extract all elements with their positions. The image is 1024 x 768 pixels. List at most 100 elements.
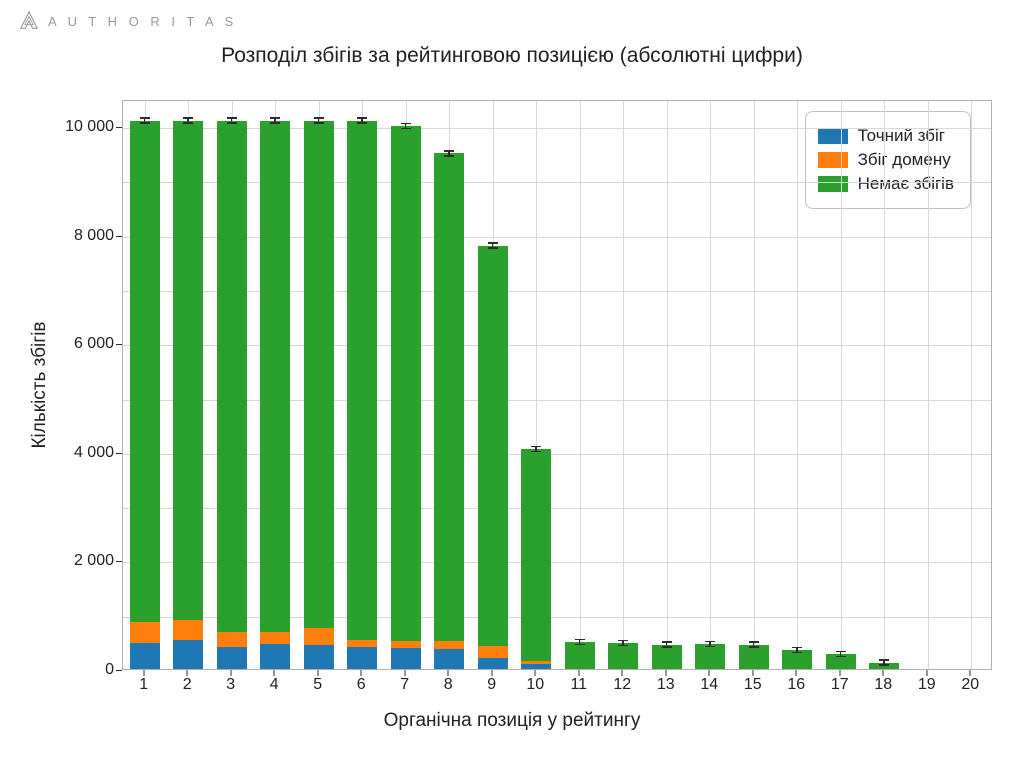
x-tick-label: 19 [918,676,936,694]
bar-segment [478,658,508,669]
bar-segment [434,153,464,640]
x-tick-label: 1 [139,676,148,694]
y-tick-label: 4 000 [34,444,114,462]
legend-swatch [818,128,848,144]
chart-title: Розподіл збігів за рейтинговою позицією … [0,44,1024,68]
bar-segment [739,645,769,669]
x-tick-label: 9 [487,676,496,694]
gridline-v [623,101,624,669]
x-tick-label: 18 [874,676,892,694]
y-tick-mark [116,561,122,562]
bar-segment [347,647,377,669]
x-tick-mark [274,670,275,676]
bar [869,663,899,670]
x-tick-mark [448,670,449,676]
x-tick-mark [926,670,927,676]
bar [304,121,334,669]
bar-segment [260,121,290,632]
x-tick-label: 4 [270,676,279,694]
bar-segment [391,126,421,641]
error-bar [792,647,802,654]
bar-segment [521,449,551,661]
x-tick-label: 10 [526,676,544,694]
bar-segment [304,645,334,669]
gridline-h [123,454,991,455]
x-axis-label: Органічна позиція у рейтингу [0,710,1024,732]
x-tick-label: 20 [961,676,979,694]
y-tick-mark [116,453,122,454]
bar [173,121,203,669]
legend-swatch [818,176,848,192]
error-bar [836,651,846,658]
x-tick-label: 11 [570,676,587,694]
gridline-v [580,101,581,669]
bar-segment [391,641,421,649]
x-tick-mark [970,670,971,676]
bar-segment [347,640,377,648]
bar-segment [565,642,595,669]
bar [130,121,160,669]
x-tick-mark [535,670,536,676]
x-tick-mark [143,670,144,676]
bar [826,654,856,669]
error-bar [705,641,715,648]
y-tick-mark [116,127,122,128]
logo-icon [18,10,40,32]
x-tick-mark [796,670,797,676]
bar-segment [173,121,203,620]
gridline-v [667,101,668,669]
x-tick-label: 2 [183,676,192,694]
gridline-v [797,101,798,669]
bar [652,645,682,669]
bar [521,449,551,669]
x-tick-mark [361,670,362,676]
gridline-v [754,101,755,669]
gridline-h [123,617,991,618]
bar [565,642,595,669]
x-tick-label: 5 [313,676,322,694]
legend-item: Немає збігів [818,174,954,194]
x-tick-label: 8 [444,676,453,694]
bar-segment [173,640,203,669]
bar [739,645,769,669]
bar-segment [173,620,203,640]
bar [782,650,812,669]
error-bar [488,242,498,249]
gridline-h [123,291,991,292]
legend: Точний збігЗбіг доменуНемає збігів [805,111,971,209]
bar-segment [521,664,551,669]
y-tick-mark [116,670,122,671]
x-tick-label: 7 [400,676,409,694]
y-tick-label: 0 [34,661,114,679]
x-tick-mark [230,670,231,676]
bar-segment [478,646,508,658]
bar [260,121,290,669]
x-tick-mark [665,670,666,676]
gridline-v [928,101,929,669]
bar [347,121,377,669]
y-tick-label: 8 000 [34,227,114,245]
legend-label: Збіг домену [858,150,951,170]
y-tick-label: 10 000 [34,118,114,136]
bar-segment [260,644,290,669]
error-bar [357,117,367,124]
gridline-h [123,128,991,129]
bar [391,126,421,669]
bar-segment [434,649,464,669]
error-bar [618,640,628,647]
gridline-v [841,101,842,669]
y-tick-label: 6 000 [34,335,114,353]
bar-segment [391,648,421,669]
x-tick-mark [709,670,710,676]
legend-swatch [818,152,848,168]
bar-segment [217,121,247,632]
y-tick-mark [116,344,122,345]
error-bar [183,117,193,124]
bar-segment [652,645,682,669]
x-tick-label: 15 [744,676,762,694]
bar-segment [478,246,508,646]
plot-area: Точний збігЗбіг доменуНемає збігів [122,100,992,670]
bar [695,644,725,669]
error-bar [575,639,585,646]
gridline-h [123,562,991,563]
